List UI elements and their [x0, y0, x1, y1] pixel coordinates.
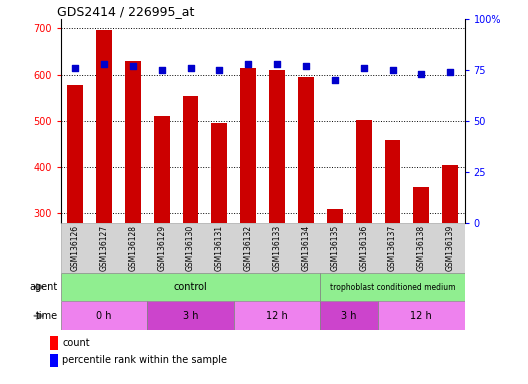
Bar [327, 209, 343, 223]
Text: GSM136137: GSM136137 [388, 225, 397, 271]
Bar [50, 354, 58, 367]
Text: GSM136132: GSM136132 [244, 225, 253, 271]
Point [100, 61, 108, 67]
Text: count: count [62, 338, 90, 348]
Bar [413, 187, 429, 223]
Bar [269, 70, 285, 223]
Point [446, 69, 455, 75]
Text: GSM136134: GSM136134 [301, 225, 310, 271]
Text: GSM136139: GSM136139 [446, 225, 455, 271]
Text: time: time [36, 311, 58, 321]
Bar [183, 96, 199, 223]
Bar [378, 301, 465, 330]
Text: GSM136138: GSM136138 [417, 225, 426, 271]
Bar [234, 301, 320, 330]
Point [157, 67, 166, 73]
Point [129, 63, 137, 69]
Text: percentile rank within the sample: percentile rank within the sample [62, 355, 227, 365]
Text: GSM136131: GSM136131 [215, 225, 224, 271]
Point [273, 61, 281, 67]
Bar [356, 120, 372, 223]
Text: 3 h: 3 h [183, 311, 199, 321]
Text: GSM136126: GSM136126 [71, 225, 80, 271]
Text: GDS2414 / 226995_at: GDS2414 / 226995_at [56, 5, 194, 18]
Text: GSM136127: GSM136127 [99, 225, 108, 271]
Bar [154, 116, 169, 223]
Text: 3 h: 3 h [342, 311, 357, 321]
Text: GSM136133: GSM136133 [272, 225, 281, 271]
Point [244, 61, 252, 67]
Bar [240, 68, 256, 223]
Bar [320, 273, 465, 301]
Text: GSM136136: GSM136136 [359, 225, 368, 271]
Bar [125, 61, 141, 223]
Text: GSM136128: GSM136128 [128, 225, 137, 271]
Point [71, 65, 79, 71]
Point [417, 71, 426, 77]
Bar [96, 30, 112, 223]
Text: 0 h: 0 h [96, 311, 112, 321]
Point [215, 67, 224, 73]
Bar [61, 273, 320, 301]
Text: 12 h: 12 h [410, 311, 432, 321]
Bar [212, 123, 228, 223]
Point [388, 67, 397, 73]
Bar [50, 336, 58, 350]
Bar [61, 301, 147, 330]
Point [301, 63, 310, 69]
Point [186, 65, 195, 71]
Bar [147, 301, 234, 330]
Bar [298, 77, 314, 223]
Text: 12 h: 12 h [266, 311, 288, 321]
Text: GSM136129: GSM136129 [157, 225, 166, 271]
Text: GSM136135: GSM136135 [331, 225, 340, 271]
Bar [320, 301, 378, 330]
Text: GSM136130: GSM136130 [186, 225, 195, 271]
Bar [384, 141, 400, 223]
Text: agent: agent [30, 282, 58, 292]
Text: control: control [174, 282, 208, 292]
Point [360, 65, 368, 71]
Point [331, 77, 339, 83]
Bar [67, 85, 83, 223]
Bar [442, 165, 458, 223]
Text: trophoblast conditioned medium: trophoblast conditioned medium [330, 283, 455, 291]
